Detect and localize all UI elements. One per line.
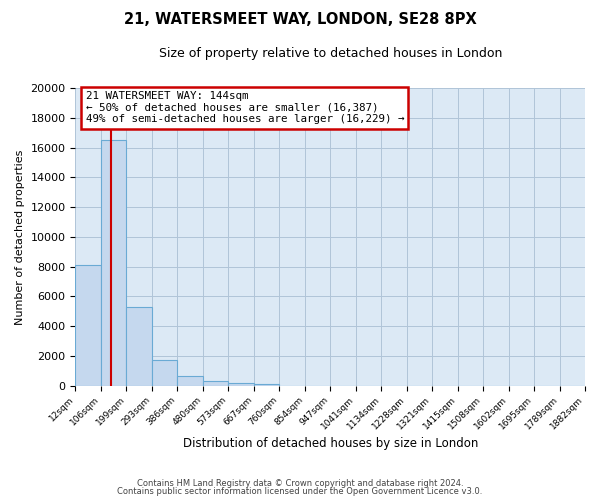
Y-axis label: Number of detached properties: Number of detached properties <box>15 149 25 324</box>
Bar <box>178 376 203 386</box>
Bar <box>152 360 178 386</box>
Bar <box>127 306 152 386</box>
Text: 21 WATERSMEET WAY: 144sqm
← 50% of detached houses are smaller (16,387)
49% of s: 21 WATERSMEET WAY: 144sqm ← 50% of detac… <box>86 91 404 124</box>
Bar <box>203 381 228 386</box>
X-axis label: Distribution of detached houses by size in London: Distribution of detached houses by size … <box>182 437 478 450</box>
Bar <box>254 384 279 386</box>
Bar <box>76 265 101 386</box>
Title: Size of property relative to detached houses in London: Size of property relative to detached ho… <box>158 48 502 60</box>
Bar <box>101 140 127 386</box>
Bar <box>228 382 254 386</box>
Text: 21, WATERSMEET WAY, LONDON, SE28 8PX: 21, WATERSMEET WAY, LONDON, SE28 8PX <box>124 12 476 28</box>
Text: Contains public sector information licensed under the Open Government Licence v3: Contains public sector information licen… <box>118 487 482 496</box>
Text: Contains HM Land Registry data © Crown copyright and database right 2024.: Contains HM Land Registry data © Crown c… <box>137 478 463 488</box>
